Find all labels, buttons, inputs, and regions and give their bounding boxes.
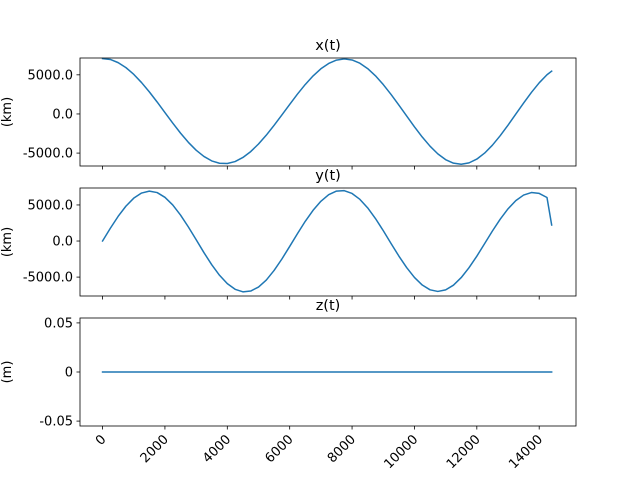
- y-tick-label: 0.0: [52, 107, 73, 122]
- y-axis-label: (km): [0, 227, 15, 257]
- y-tick-label: 0.05: [44, 316, 73, 331]
- y-axis-label: (km): [0, 97, 15, 127]
- subplot-1: 5000.0 0.0 -5000.0 x(t) (km): [0, 38, 577, 170]
- y-tick-label: 0: [65, 366, 73, 381]
- series-line-2-1: [101, 189, 553, 293]
- y-tick-label: 5000.0: [28, 198, 74, 213]
- y-tick-label: -5000.0: [23, 271, 73, 286]
- y-tick-label: 5000.0: [28, 68, 74, 83]
- subplot-title: x(t): [315, 38, 341, 54]
- y-tick-label: -5000.0: [23, 147, 73, 162]
- series-line-1-1: [101, 57, 553, 166]
- axes-frame: [79, 57, 577, 167]
- axes-frame: [79, 187, 577, 297]
- subplot-2: 5000.0 0.0 -5000.0 y(t) (km): [0, 168, 577, 300]
- y-tick-label: 0.0: [52, 235, 73, 250]
- subplot-title: y(t): [315, 168, 341, 184]
- y-tick-label: -0.05: [39, 415, 73, 430]
- subplot-title: z(t): [316, 298, 341, 314]
- y-axis-label: (m): [0, 361, 15, 384]
